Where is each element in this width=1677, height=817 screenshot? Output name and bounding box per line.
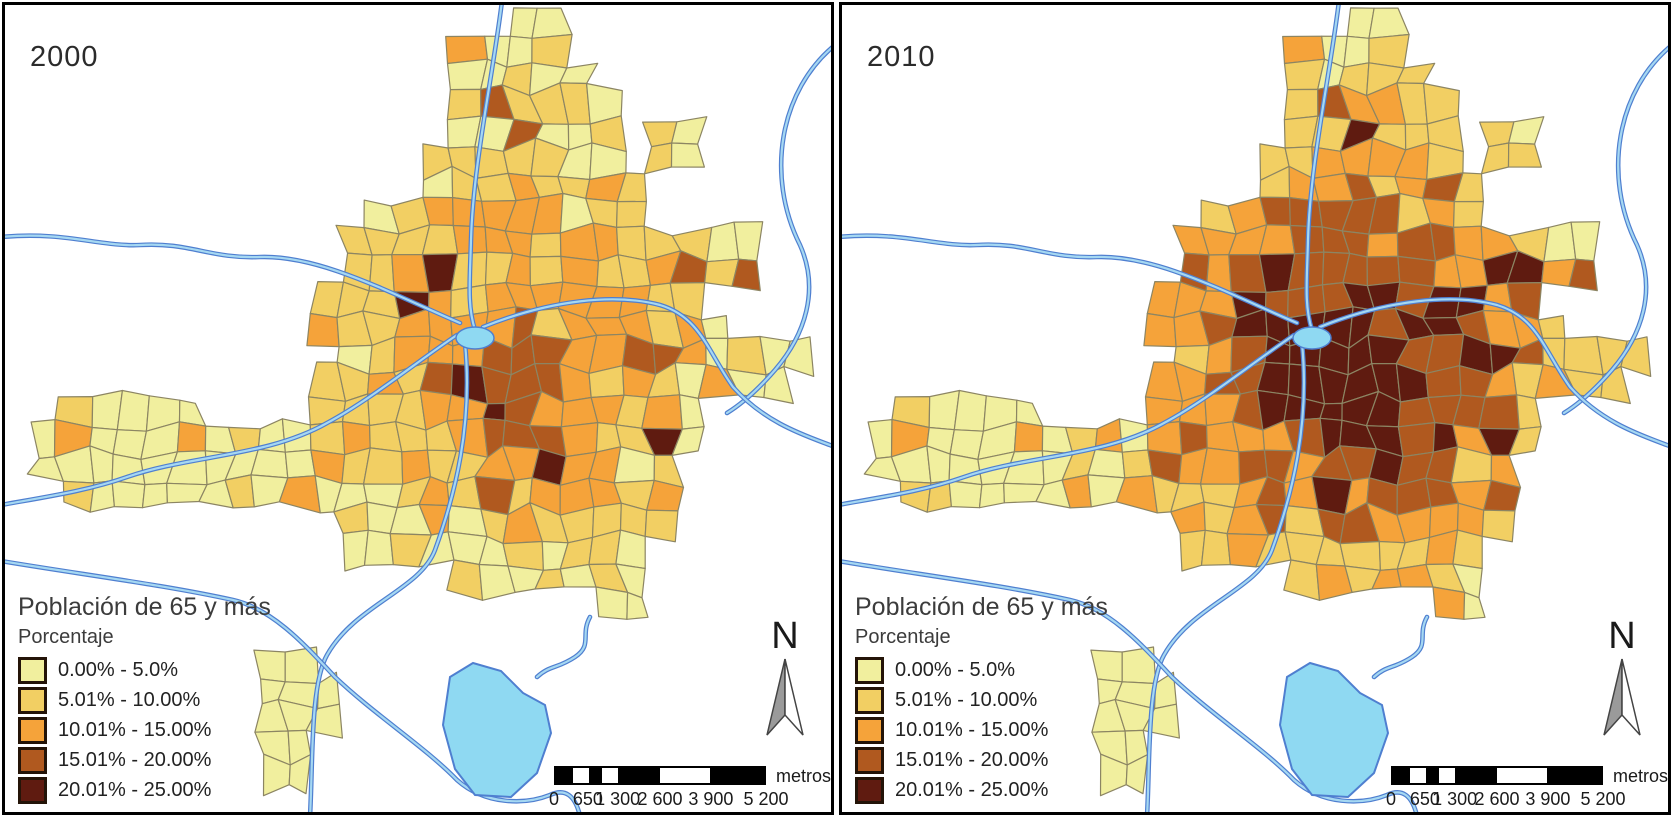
- scale-tick: 650: [1409, 789, 1440, 809]
- legend-swatch-15-20: [18, 746, 47, 774]
- north-arrow-icon: [1603, 658, 1641, 736]
- legend-swatch-10-15: [855, 716, 884, 744]
- north-label: N: [1608, 615, 1636, 657]
- scale-tick: 1 300: [595, 789, 641, 809]
- scale-tick: 2 600: [637, 789, 683, 809]
- legend-item-label: 15.01% - 20.00%: [895, 748, 1049, 771]
- legend-item-label: 20.01% - 25.00%: [58, 778, 212, 801]
- scale-unit: metros: [1613, 766, 1669, 786]
- legend-item: 20.01% - 25.00%: [855, 775, 1108, 805]
- legend-item: 10.01% - 15.00%: [855, 715, 1108, 745]
- scale-tick: 5 200: [743, 789, 789, 809]
- legend-swatch-15-20: [855, 746, 884, 774]
- legend-swatch-5-10: [855, 686, 884, 714]
- legend-swatch-5-10: [18, 686, 47, 714]
- legend-item-label: 15.01% - 20.00%: [58, 748, 212, 771]
- legend-item: 15.01% - 20.00%: [855, 745, 1108, 775]
- choropleth-map-2010: [842, 5, 1668, 812]
- legend-item-label: 0.00% - 5.0%: [58, 658, 179, 681]
- scale-tick: 5 200: [1580, 789, 1626, 809]
- scale-ticks: 0 650 1 300 2 600 3 900 5 200: [549, 789, 789, 811]
- legend-item: 15.01% - 20.00%: [18, 745, 271, 775]
- legend-item: 0.00% - 5.0%: [18, 655, 271, 685]
- scale-tick: 3 900: [1525, 789, 1571, 809]
- legend-swatch-20-25: [855, 776, 884, 804]
- map-panel-2010: 2010 Población de 65 y más Porcentaje 0.…: [839, 2, 1671, 815]
- legend-title: Población de 65 y más: [855, 593, 1108, 621]
- scale-tick: 1 300: [1432, 789, 1478, 809]
- legend-swatch-0-5: [855, 656, 884, 684]
- legend-item-label: 5.01% - 10.00%: [895, 688, 1038, 711]
- scale-bar: metros 0 650 1 300 2 600 3 900 5 200: [549, 766, 831, 811]
- legend-subtitle: Porcentaje: [18, 626, 114, 648]
- legend-item: 0.00% - 5.0%: [855, 655, 1108, 685]
- legend-item-label: 10.01% - 15.00%: [895, 718, 1049, 741]
- scale-bar-segments: [1391, 766, 1603, 785]
- legend: Población de 65 y más Porcentaje 0.00% -…: [18, 593, 271, 805]
- choropleth-map-2000: [5, 5, 831, 812]
- scale-bar: metros 0 650 1 300 2 600 3 900 5 200: [1386, 766, 1668, 811]
- legend-items: 0.00% - 5.0% 5.01% - 10.00% 10.01% - 15.…: [855, 655, 1108, 805]
- north-arrow: N: [753, 617, 817, 748]
- scale-bar-segments: [554, 766, 766, 785]
- legend-subtitle: Porcentaje: [855, 626, 951, 648]
- scale-unit: metros: [776, 766, 832, 786]
- north-arrow-icon: [766, 658, 804, 736]
- north-arrow: N: [1590, 617, 1654, 748]
- north-label: N: [771, 615, 799, 657]
- legend-item-label: 10.01% - 15.00%: [58, 718, 212, 741]
- year-label: 2000: [30, 41, 99, 73]
- scale-tick: 2 600: [1474, 789, 1520, 809]
- scale-tick: 0: [548, 789, 560, 809]
- legend-item-label: 5.01% - 10.00%: [58, 688, 201, 711]
- scale-ticks: 0 650 1 300 2 600 3 900 5 200: [1386, 789, 1626, 811]
- map-panel-2000: 2000 Población de 65 y más Porcentaje 0.…: [2, 2, 834, 815]
- legend-item: 5.01% - 10.00%: [855, 685, 1108, 715]
- legend-item: 5.01% - 10.00%: [18, 685, 271, 715]
- scale-tick: 3 900: [688, 789, 734, 809]
- year-label: 2010: [867, 41, 936, 73]
- legend-items: 0.00% - 5.0% 5.01% - 10.00% 10.01% - 15.…: [18, 655, 271, 805]
- scale-tick: 0: [1385, 789, 1397, 809]
- legend-item-label: 20.01% - 25.00%: [895, 778, 1049, 801]
- legend-title: Población de 65 y más: [18, 593, 271, 621]
- legend-item: 10.01% - 15.00%: [18, 715, 271, 745]
- legend: Población de 65 y más Porcentaje 0.00% -…: [855, 593, 1108, 805]
- legend-item: 20.01% - 25.00%: [18, 775, 271, 805]
- legend-swatch-20-25: [18, 776, 47, 804]
- scale-tick: 650: [572, 789, 603, 809]
- legend-swatch-10-15: [18, 716, 47, 744]
- legend-swatch-0-5: [18, 656, 47, 684]
- legend-item-label: 0.00% - 5.0%: [895, 658, 1016, 681]
